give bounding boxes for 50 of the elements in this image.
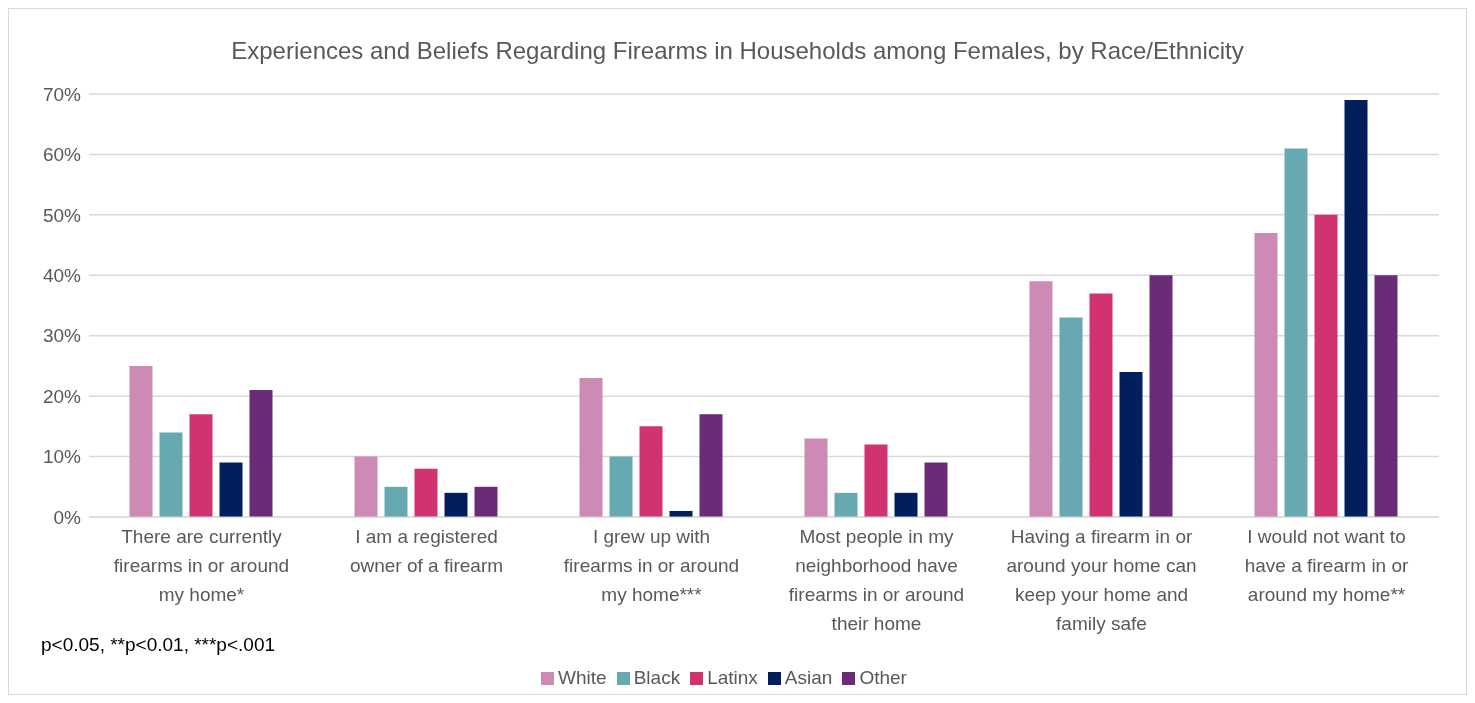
x-tick-label: I am a registered owner of a firearm bbox=[349, 526, 504, 576]
bar bbox=[219, 462, 243, 517]
bar bbox=[834, 492, 858, 517]
legend-label: Other bbox=[859, 667, 907, 688]
x-tick-label: There are currently firearms in or around my home* bbox=[113, 526, 290, 605]
legend-label: Asian bbox=[784, 667, 833, 688]
x-tick-label: Having a firearm in or around your home can keep your home and family safe bbox=[1006, 526, 1197, 634]
bar bbox=[189, 414, 213, 517]
chart-title: Experiences and Beliefs Regarding Firearms in Households among Females, by Race/Ethnicity bbox=[230, 37, 1245, 65]
bar bbox=[1374, 275, 1398, 517]
bar bbox=[129, 365, 153, 517]
y-tick-label: 20% bbox=[42, 385, 82, 407]
bar bbox=[639, 426, 663, 517]
bar bbox=[474, 486, 498, 517]
legend-label: Latinx bbox=[707, 667, 758, 688]
bar bbox=[1254, 232, 1278, 517]
bar bbox=[1059, 317, 1083, 517]
bar bbox=[924, 462, 948, 517]
bar bbox=[444, 492, 468, 517]
bar bbox=[159, 432, 183, 517]
y-tick-label: 40% bbox=[42, 265, 82, 287]
x-tick-label: I would not want to have a firearm in or around my home** bbox=[1244, 526, 1410, 605]
bar bbox=[864, 444, 888, 517]
legend-label: White bbox=[558, 667, 607, 688]
x-tick-label: Most people in my neighborhood have firearms in or around their home bbox=[788, 526, 965, 634]
bar bbox=[249, 390, 273, 517]
y-tick-label: 60% bbox=[42, 144, 82, 166]
y-tick-label: 50% bbox=[42, 204, 82, 226]
bar bbox=[699, 414, 723, 517]
text: p<0.05, **p<0.01, ***p<.001 bbox=[41, 634, 276, 656]
legend-label: Black bbox=[633, 667, 681, 688]
bar bbox=[414, 468, 438, 517]
bar bbox=[1089, 293, 1113, 517]
y-tick-label: 70% bbox=[42, 83, 82, 105]
bar bbox=[609, 456, 633, 517]
bar bbox=[894, 492, 918, 517]
bar bbox=[384, 486, 408, 517]
bar bbox=[1314, 214, 1338, 517]
bar bbox=[1284, 148, 1308, 517]
y-tick-label: 30% bbox=[42, 325, 82, 347]
bar bbox=[354, 456, 378, 517]
x-tick-label: I grew up with firearms in or around my home*** bbox=[563, 526, 740, 605]
y-tick-label: 10% bbox=[42, 446, 82, 468]
bar bbox=[579, 378, 603, 517]
y-tick-label: 0% bbox=[53, 506, 82, 528]
bar bbox=[1119, 371, 1143, 517]
bar bbox=[1344, 100, 1368, 517]
bar bbox=[804, 438, 828, 517]
bar bbox=[1029, 281, 1053, 517]
bar bbox=[1149, 275, 1173, 517]
